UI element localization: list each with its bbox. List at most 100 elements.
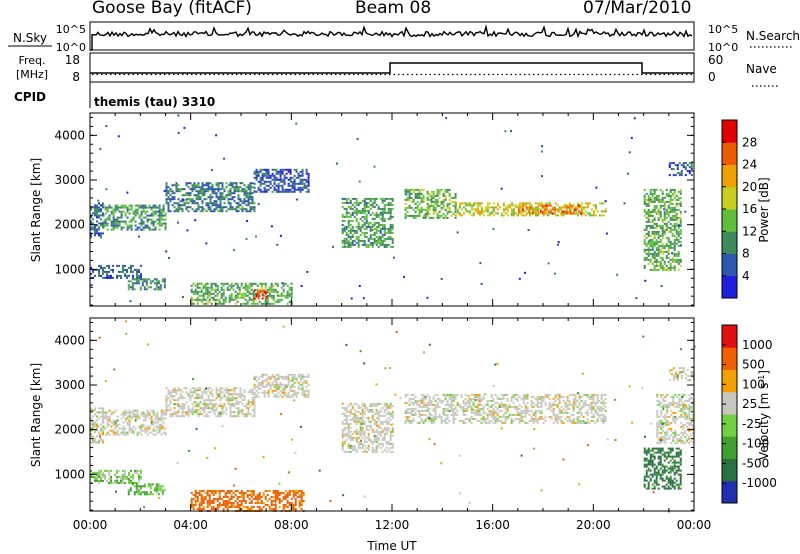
power-cell bbox=[192, 290, 195, 293]
power-cell bbox=[379, 229, 382, 232]
velocity-cell bbox=[296, 490, 299, 492]
power-cell bbox=[264, 298, 267, 301]
power-cell bbox=[524, 271, 526, 274]
velocity-cell bbox=[389, 414, 392, 417]
velocity-cell bbox=[414, 399, 417, 402]
power-cell bbox=[365, 205, 368, 208]
velocity-cell bbox=[412, 393, 415, 396]
velocity-cell bbox=[232, 502, 235, 504]
velocity-cell bbox=[307, 391, 310, 394]
velocity-cell bbox=[219, 387, 222, 390]
velocity-cell bbox=[90, 429, 92, 432]
power-cell bbox=[205, 182, 208, 185]
velocity-cell bbox=[96, 411, 98, 414]
velocity-cell bbox=[274, 492, 277, 494]
power-cell bbox=[556, 204, 559, 207]
power-cell bbox=[300, 285, 303, 287]
velocity-cell bbox=[231, 395, 234, 398]
power-cell bbox=[383, 205, 386, 208]
power-cell bbox=[225, 194, 228, 197]
power-cell bbox=[156, 214, 159, 217]
power-cell bbox=[299, 182, 302, 185]
velocity-cell bbox=[478, 403, 481, 406]
power-cell bbox=[242, 294, 245, 297]
velocity-cell bbox=[210, 502, 213, 504]
power-cell bbox=[237, 190, 240, 193]
velocity-cell bbox=[233, 389, 236, 392]
velocity-cell bbox=[144, 429, 147, 432]
power-cell bbox=[580, 206, 583, 209]
power-cell bbox=[134, 220, 137, 223]
power-cell bbox=[213, 202, 216, 205]
velocity-cell bbox=[90, 469, 92, 472]
power-cell bbox=[375, 239, 378, 242]
velocity-cell bbox=[165, 413, 168, 416]
velocity-cell bbox=[203, 407, 206, 410]
power-cell bbox=[345, 241, 348, 244]
velocity-cell bbox=[371, 430, 374, 433]
power-cell bbox=[275, 168, 278, 171]
velocity-cell bbox=[196, 492, 199, 494]
velocity-cell bbox=[138, 425, 141, 428]
velocity-cell bbox=[159, 485, 162, 488]
power-cell bbox=[96, 232, 98, 235]
power-cell bbox=[677, 238, 680, 241]
power-cell bbox=[665, 254, 668, 257]
velocity-cell bbox=[90, 423, 92, 426]
power-cell bbox=[659, 212, 662, 215]
velocity-cell bbox=[195, 401, 198, 404]
velocity-cell bbox=[343, 414, 346, 417]
power-cell bbox=[377, 241, 380, 244]
velocity-cell bbox=[90, 409, 92, 412]
velocity-cell bbox=[106, 433, 109, 436]
power-cell bbox=[653, 192, 656, 195]
velocity-cell bbox=[165, 403, 168, 406]
power-cell bbox=[667, 260, 670, 263]
power-cell bbox=[288, 286, 291, 289]
power-cell bbox=[669, 262, 672, 265]
velocity-cell bbox=[442, 413, 445, 416]
power-cell bbox=[486, 208, 489, 211]
power-cell bbox=[214, 300, 217, 303]
velocity-cell bbox=[383, 404, 386, 407]
velocity-cell bbox=[363, 404, 366, 407]
power-cell bbox=[680, 172, 683, 175]
power-cell bbox=[281, 184, 284, 187]
velocity-cell bbox=[167, 393, 170, 396]
power-cell bbox=[355, 225, 358, 228]
power-cell bbox=[253, 170, 256, 173]
power-cell bbox=[273, 186, 276, 189]
power-cell bbox=[185, 202, 188, 205]
power-cell bbox=[136, 268, 138, 271]
velocity-cell bbox=[379, 446, 382, 449]
velocity-cell bbox=[486, 399, 489, 402]
velocity-cell bbox=[138, 417, 141, 420]
velocity-cell bbox=[452, 417, 455, 420]
power-cell bbox=[476, 212, 479, 215]
velocity-cell bbox=[285, 395, 288, 398]
power-cell bbox=[669, 216, 672, 219]
power-cell bbox=[367, 239, 370, 242]
power-cell bbox=[112, 226, 115, 229]
velocity-cell bbox=[243, 391, 246, 394]
power-cell bbox=[269, 186, 272, 189]
power-cell bbox=[289, 190, 292, 193]
power-cell bbox=[190, 298, 193, 301]
velocity-cell bbox=[248, 498, 251, 500]
power-cell bbox=[255, 168, 258, 171]
power-cell bbox=[289, 180, 292, 183]
power-cell bbox=[271, 168, 274, 171]
power-cell bbox=[379, 237, 382, 240]
velocity-cell bbox=[130, 427, 133, 430]
power-cell bbox=[353, 229, 356, 232]
velocity-cell bbox=[207, 407, 210, 410]
power-cell bbox=[363, 203, 366, 206]
power-cell bbox=[157, 288, 160, 291]
velocity-cell bbox=[165, 411, 168, 414]
power-cell bbox=[567, 212, 570, 215]
velocity-cell bbox=[216, 490, 219, 492]
power-cell bbox=[271, 190, 274, 193]
power-cell bbox=[671, 232, 674, 235]
velocity-cell bbox=[126, 417, 129, 420]
power-cell bbox=[381, 233, 384, 236]
